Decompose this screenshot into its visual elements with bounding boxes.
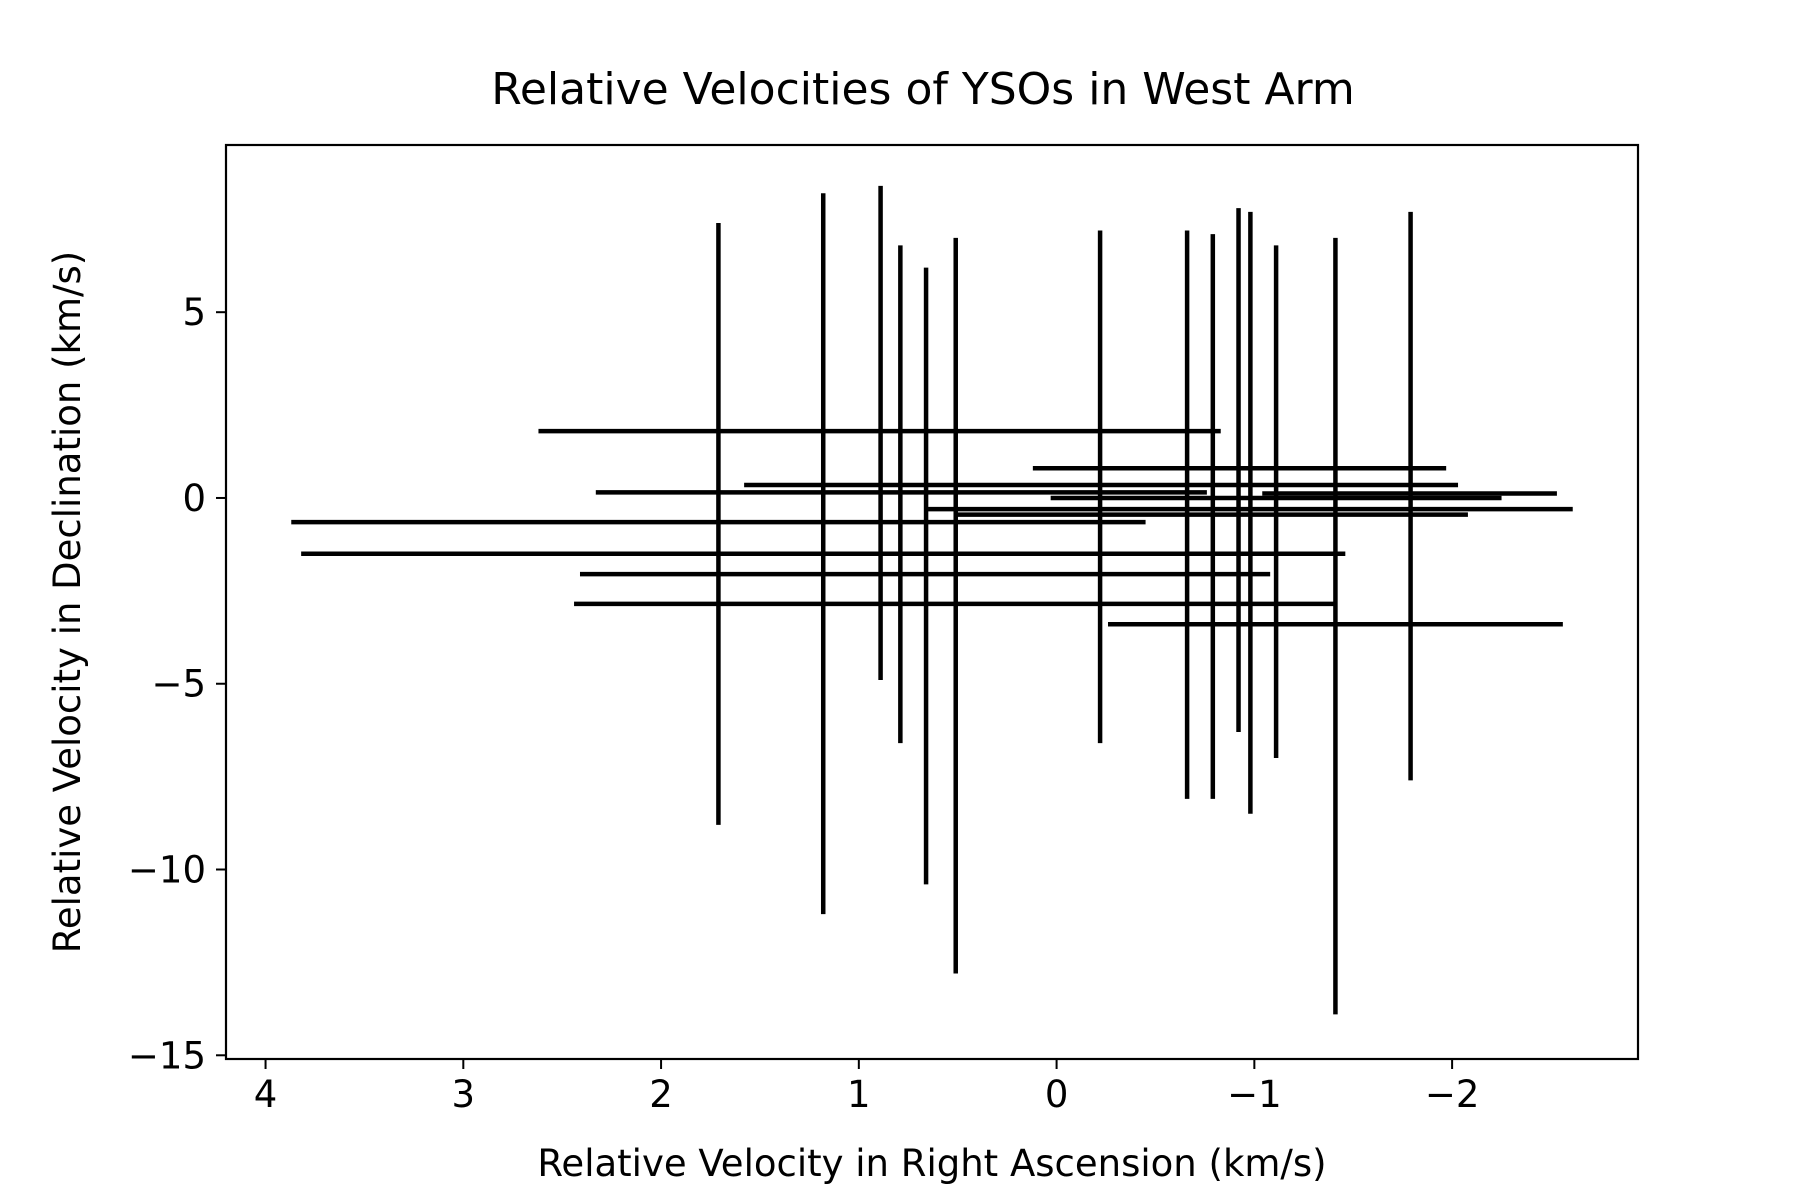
x-tick-label: 0 [1045, 1073, 1069, 1116]
y-tick-label: −15 [128, 1034, 206, 1077]
plot-area-frame [224, 143, 1640, 1061]
x-tick-label: −1 [1227, 1073, 1282, 1116]
y-tick-label: 5 [182, 291, 206, 334]
x-axis-ticks: 4 3 2 1 0 −1 −2 [254, 1059, 1480, 1116]
y-tick-label: 0 [182, 477, 206, 520]
x-tick-label: 2 [649, 1073, 673, 1116]
error-bars-group [291, 185, 1573, 1015]
y-axis-label: Relative Velocity in Declination (km/s) [46, 251, 89, 953]
y-tick-label: −10 [128, 849, 206, 892]
x-tick-label: 3 [452, 1073, 476, 1116]
x-axis-label: Relative Velocity in Right Ascension (km… [537, 1142, 1326, 1185]
y-tick-label: −5 [151, 663, 206, 706]
x-tick-label: 1 [847, 1073, 871, 1116]
x-tick-label: 4 [254, 1073, 278, 1116]
y-axis-ticks: 5 0 −5 −10 −15 [128, 291, 226, 1077]
x-tick-label: −2 [1425, 1073, 1480, 1116]
chart-title: Relative Velocities of YSOs in West Arm [491, 64, 1354, 115]
